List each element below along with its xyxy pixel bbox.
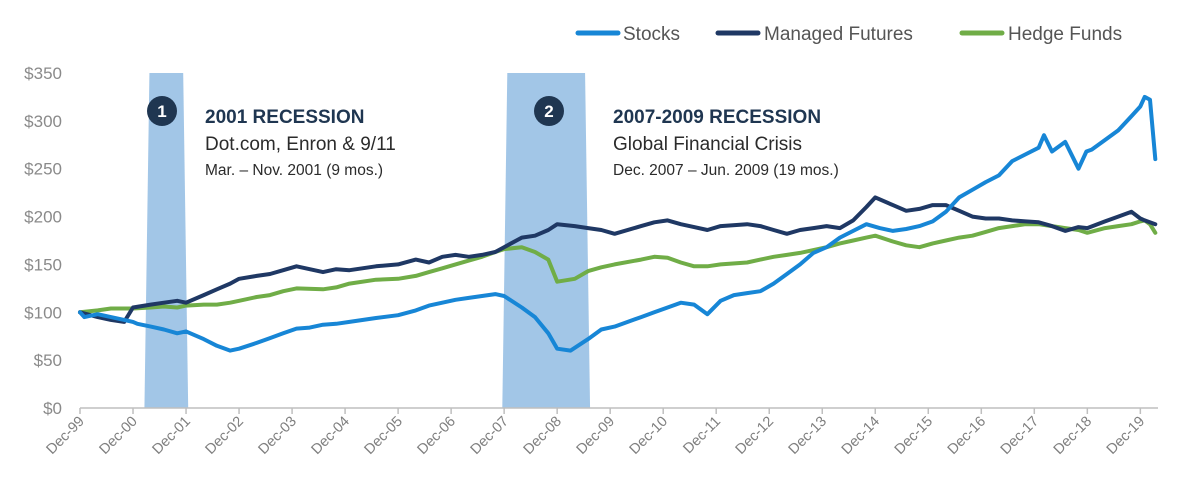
x-tick-label: Dec-00 (96, 414, 140, 458)
x-tick-label: Dec-03 (256, 414, 300, 458)
recession-badge-number: 1 (157, 102, 166, 121)
series-line-managed-futures (78, 195, 1158, 324)
x-tick-label: Dec-14 (839, 414, 883, 458)
x-tick-label: Dec-08 (521, 414, 565, 458)
x-tick-label: Dec-05 (362, 414, 406, 458)
x-tick-label: Dec-16 (945, 414, 989, 458)
x-tick-label: Dec-04 (309, 414, 353, 458)
x-tick-label: Dec-10 (627, 414, 671, 458)
recession-dates: Dec. 2007 – Jun. 2009 (19 mos.) (613, 162, 839, 179)
x-tick-label: Dec-02 (203, 414, 247, 458)
series-line-stocks (78, 94, 1158, 353)
recession-annotations: 1 2001 RECESSION Dot.com, Enron & 9/11 Mar.… (147, 96, 839, 179)
y-axis-tick-labels: $0 $50 $100 $150 $200 $250 $300 $350 (24, 64, 62, 418)
x-tick-label: Dec-18 (1051, 414, 1095, 458)
y-tick-label: $350 (24, 64, 62, 83)
y-tick-label: $200 (24, 208, 62, 227)
recession-subtitle: Global Financial Crisis (613, 134, 802, 155)
legend: Stocks Managed Futures Hedge Funds (575, 24, 1122, 45)
recession-title: 2007-2009 RECESSION (613, 107, 821, 128)
x-tick-label: Dec-06 (415, 414, 459, 458)
y-tick-label: $250 (24, 160, 62, 179)
recession-dates: Mar. – Nov. 2001 (9 mos.) (205, 162, 383, 179)
x-tick-label: Dec-17 (998, 414, 1042, 458)
recession-band-2 (502, 73, 591, 408)
x-tick-label: Dec-15 (892, 414, 936, 458)
recession-band-1 (144, 73, 189, 408)
recession-badge-circle (147, 96, 177, 126)
x-tick-label: Dec-12 (733, 414, 777, 458)
legend-label: Managed Futures (764, 24, 913, 45)
x-axis: Dec-99 Dec-00 Dec-01 Dec-02 Dec-03 Dec-04 Dec-… (43, 407, 1158, 458)
y-tick-label: $50 (34, 351, 62, 370)
y-tick-label: $100 (24, 303, 62, 322)
x-tick-label: Dec-01 (149, 414, 193, 458)
recession-title: 2001 RECESSION (205, 107, 364, 128)
x-tick-label: Dec-13 (786, 414, 830, 458)
x-tick-label: Dec-19 (1104, 414, 1148, 458)
x-tick-label: Dec-07 (468, 414, 512, 458)
series-lines (78, 94, 1158, 353)
y-tick-label: $150 (24, 255, 62, 274)
y-tick-label: $300 (24, 112, 62, 131)
recession-badge-number: 2 (544, 102, 553, 121)
series-line-hedge-funds (78, 218, 1158, 315)
x-tick-label: Dec-11 (680, 414, 724, 458)
x-tick-label: Dec-09 (574, 414, 618, 458)
recession-bands (144, 73, 591, 408)
recession-badge-circle (534, 96, 564, 126)
recession-subtitle: Dot.com, Enron & 9/11 (205, 134, 396, 155)
legend-label: Stocks (623, 24, 680, 45)
legend-label: Hedge Funds (1008, 24, 1122, 45)
x-tick-label: Dec-99 (43, 414, 87, 458)
y-tick-label: $0 (43, 399, 62, 418)
